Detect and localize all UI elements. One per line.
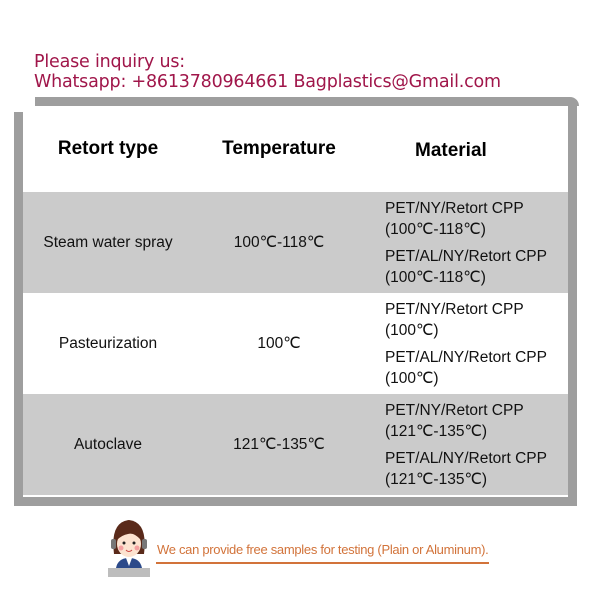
table-frame-top <box>35 97 579 106</box>
material-name: PET/AL/NY/Retort CPP <box>385 247 547 265</box>
table-frame-bottom <box>14 497 577 506</box>
material-name: PET/AL/NY/Retort CPP <box>385 449 547 467</box>
contact-heading: Please inquiry us: <box>34 52 185 72</box>
material-cell: PET/NY/Retort CPP (121℃-135℃) PET/AL/NY/R… <box>365 400 568 490</box>
retort-type: Steam water spray <box>43 233 173 251</box>
table-row: Pasteurization 100℃ PET/NY/Retort CPP (10… <box>23 293 568 394</box>
material-name: PET/NY/Retort CPP <box>385 401 524 419</box>
table-row: Autoclave 121℃-135℃ PET/NY/Retort CPP (12… <box>23 394 568 495</box>
table-frame-left <box>14 112 23 506</box>
retort-type: Pasteurization <box>58 334 158 352</box>
temperature: 100℃ <box>257 335 301 352</box>
material-temp: (121℃-135℃) <box>385 422 488 440</box>
free-samples-note: We can provide free samples for testing … <box>157 542 489 557</box>
header-material: Material <box>415 140 487 161</box>
temperature: 121℃-135℃ <box>233 436 325 453</box>
material-item: PET/NY/Retort CPP (121℃-135℃) <box>385 400 568 442</box>
material-name: PET/AL/NY/Retort CPP <box>385 348 547 366</box>
table-header: Retort type Temperature Material <box>23 106 568 192</box>
material-temp: (100℃) <box>385 321 439 339</box>
contact-details: Whatsapp: +8613780964661 Bagplastics@Gma… <box>34 72 501 92</box>
retort-table: Retort type Temperature Material Steam w… <box>23 106 568 495</box>
material-item: PET/NY/Retort CPP (100℃-118℃) <box>385 198 568 240</box>
material-temp: (100℃) <box>385 369 439 387</box>
material-cell: PET/NY/Retort CPP (100℃-118℃) PET/AL/NY/R… <box>365 198 568 288</box>
table-frame-right <box>568 100 577 506</box>
material-temp: (100℃-118℃) <box>385 220 486 238</box>
material-name: PET/NY/Retort CPP <box>385 199 524 217</box>
material-item: PET/AL/NY/Retort CPP (100℃-118℃) <box>385 246 568 288</box>
note-underline <box>156 562 489 564</box>
material-temp: (100℃-118℃) <box>385 268 486 286</box>
material-item: PET/AL/NY/Retort CPP (121℃-135℃) <box>385 448 568 490</box>
material-temp: (121℃-135℃) <box>385 470 488 488</box>
header-temperature: Temperature <box>222 138 336 159</box>
header-retort-type: Retort type <box>57 138 159 159</box>
retort-type: Autoclave <box>73 435 143 453</box>
material-name: PET/NY/Retort CPP <box>385 300 524 318</box>
table-row: Steam water spray 100℃-118℃ PET/NY/Retor… <box>23 192 568 293</box>
customer-service-avatar-icon <box>108 520 150 577</box>
material-cell: PET/NY/Retort CPP (100℃) PET/AL/NY/Retort… <box>365 299 568 389</box>
temperature: 100℃-118℃ <box>233 234 325 251</box>
material-item: PET/AL/NY/Retort CPP (100℃) <box>385 347 568 389</box>
material-item: PET/NY/Retort CPP (100℃) <box>385 299 568 341</box>
